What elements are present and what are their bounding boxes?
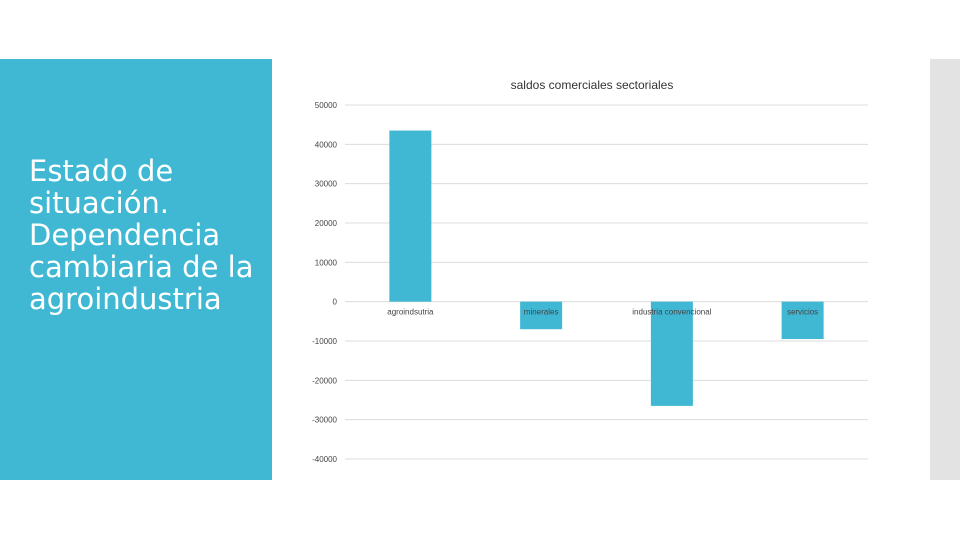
slide-title: Estado de situación. Dependencia cambiar…	[29, 154, 254, 316]
y-tick-label: -40000	[312, 455, 337, 464]
bar-1	[520, 301, 563, 330]
category-label: minerales	[524, 308, 559, 317]
category-label: servicios	[787, 308, 818, 317]
bar-2	[650, 301, 693, 406]
y-tick-label: 50000	[315, 101, 338, 110]
y-tick-label: 20000	[315, 219, 338, 228]
bar-0	[389, 130, 432, 302]
category-label: industria convencional	[632, 308, 711, 317]
y-tick-label: -20000	[312, 376, 337, 385]
y-axis-ticks: 50000 40000 30000 20000 10000 0 -10000 -20000 -3…	[312, 101, 337, 464]
chart-grid	[345, 104, 868, 460]
y-tick-label: 30000	[315, 180, 338, 189]
y-tick-label: -10000	[312, 337, 337, 346]
category-label: agroindsutria	[387, 308, 434, 317]
y-tick-label: 0	[333, 298, 338, 307]
right-edge-strip	[930, 59, 960, 480]
y-tick-label: 40000	[315, 140, 338, 149]
bar-chart: saldos comerciales sectoriales 50000 4000…	[312, 78, 868, 464]
y-tick-label: 10000	[315, 258, 338, 267]
category-labels: agroindsutria minerales industria convenci…	[387, 308, 818, 317]
y-tick-label: -30000	[312, 416, 337, 425]
chart-title: saldos comerciales sectoriales	[511, 78, 674, 92]
bar-3	[781, 301, 824, 340]
chart-bars	[389, 130, 824, 406]
title-panel	[0, 59, 272, 480]
